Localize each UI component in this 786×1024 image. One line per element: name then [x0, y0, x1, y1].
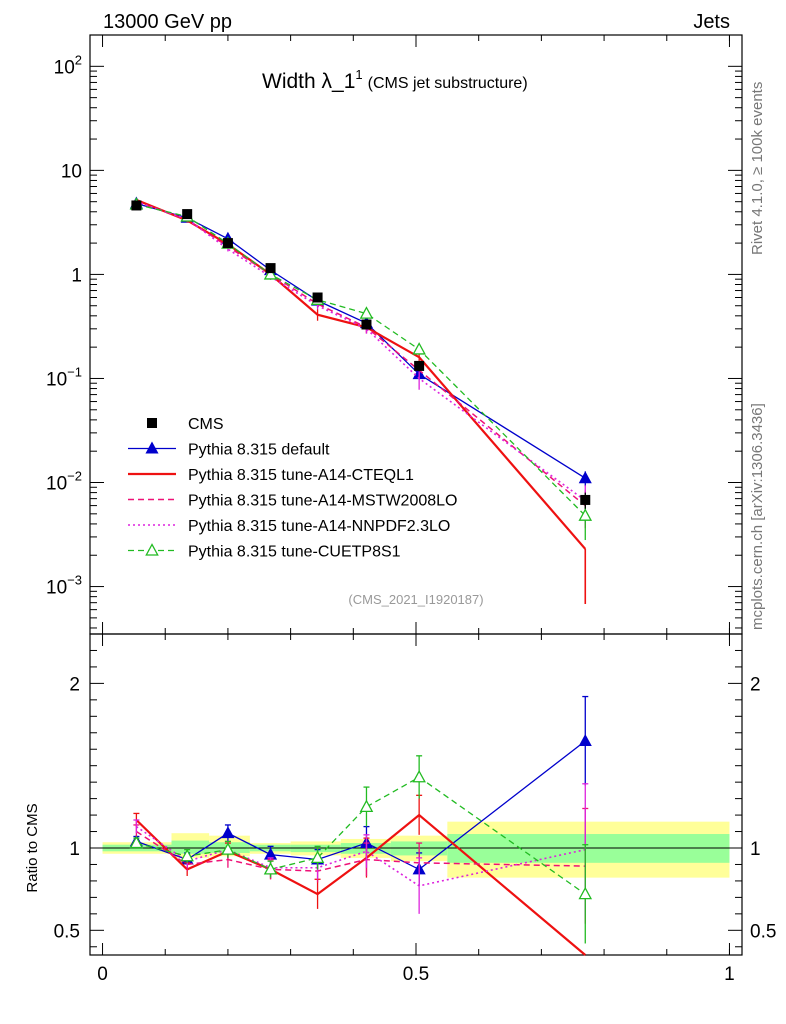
ratio-panel-frame [89, 633, 743, 956]
legend-marker-0 [145, 441, 159, 454]
data-point [580, 494, 591, 505]
x-tick-label: 0.5 [403, 964, 429, 985]
data-point [361, 319, 372, 330]
ratio-series-marker [221, 826, 235, 839]
main-series-line-2 [136, 200, 586, 507]
ratio-y-tick-label-right: 1 [750, 839, 761, 860]
legend-label-4: Pythia 8.315 tune-CUETP8S1 [188, 544, 401, 561]
plot-title: Width λ_11 (CMS jet substructure) [262, 67, 528, 93]
main-y-tick-label: 10−1 [46, 364, 82, 390]
analysis-id: (CMS_2021_I1920187) [348, 592, 483, 607]
legend-marker-4 [145, 543, 159, 556]
ratio-ylabel: Ratio to CMS [24, 803, 41, 892]
main-y-tick-label: 10−2 [46, 469, 82, 495]
ratio-series-marker [578, 733, 592, 746]
tick-exponent: −1 [67, 364, 82, 379]
data-point [131, 200, 142, 211]
legend-label-0: Pythia 8.315 default [188, 442, 330, 459]
category-label: Jets [693, 11, 730, 33]
main-series-marker [578, 508, 593, 521]
ratio-y-tick-label-right: 0.5 [750, 921, 776, 942]
plot-title-sup: 1 [355, 67, 362, 82]
legend-marker-data [147, 418, 157, 428]
tick-exponent: −3 [67, 573, 82, 588]
x-tick-label: 0 [97, 964, 108, 985]
tick-base: 10 [46, 369, 67, 390]
data-point [265, 263, 276, 274]
ratio-series-marker [129, 835, 144, 849]
legend-label-3: Pythia 8.315 tune-A14-NNPDF2.3LO [188, 518, 450, 535]
main-series-marker [263, 267, 278, 280]
legend-label-data: CMS [188, 416, 224, 433]
mcplots-label: mcplots.cern.ch [arXiv:1306.3436] [749, 403, 766, 630]
data-point [312, 292, 323, 303]
main-y-tick-label: 1 [71, 265, 82, 286]
main-series-line-4 [136, 203, 586, 517]
ratio-y-tick-label: 1 [69, 839, 80, 860]
plot-subtitle: (CMS jet substructure) [368, 75, 528, 92]
x-tick-label: 1 [724, 964, 735, 985]
ratio-y-tick-label: 2 [69, 674, 80, 695]
ratio-series-marker [180, 848, 194, 862]
legend-label-2: Pythia 8.315 tune-A14-MSTW2008LO [188, 493, 457, 510]
main-y-tick-label: 102 [54, 52, 82, 78]
tick-base: 10 [54, 57, 75, 78]
ratio-series-marker [310, 850, 325, 864]
data-point [182, 209, 193, 220]
ratio-y-tick-label-right: 2 [750, 674, 761, 695]
ratio-series-marker [578, 886, 593, 900]
main-series-marker [412, 342, 426, 355]
main-series-marker [578, 471, 592, 484]
energy-label: 13000 GeV pp [103, 11, 232, 33]
tick-base: 10 [46, 578, 67, 599]
ratio-series-line-3 [135, 825, 586, 887]
ratio-series-line-0 [136, 740, 586, 871]
tick-exponent: 2 [75, 52, 82, 67]
ratio-y-tick-label: 0.5 [54, 921, 80, 942]
ratio-series-marker [263, 862, 278, 875]
ratio-series-marker [359, 799, 374, 812]
ratio-series-marker [221, 842, 235, 855]
data-point [222, 238, 233, 249]
main-series-marker [359, 306, 374, 319]
ratio-series-line-4 [136, 776, 586, 895]
ratio-series-marker [412, 769, 426, 783]
main-y-tick-label: 10 [61, 161, 82, 182]
main-series-line-0 [136, 202, 586, 479]
ratio-series-line-1 [135, 813, 586, 956]
plot-title-main: Width λ_1 [262, 70, 355, 93]
legend-label-1: Pythia 8.315 tune-A14-CTEQL1 [188, 467, 414, 484]
tick-exponent: −2 [67, 469, 82, 484]
ratio-band-green-1 [171, 840, 210, 854]
tick-base: 10 [46, 474, 67, 495]
rivet-label: Rivet 4.1.0, ≥ 100k events [749, 82, 766, 255]
main-y-tick-label: 10−3 [46, 573, 82, 599]
data-point [414, 360, 425, 371]
